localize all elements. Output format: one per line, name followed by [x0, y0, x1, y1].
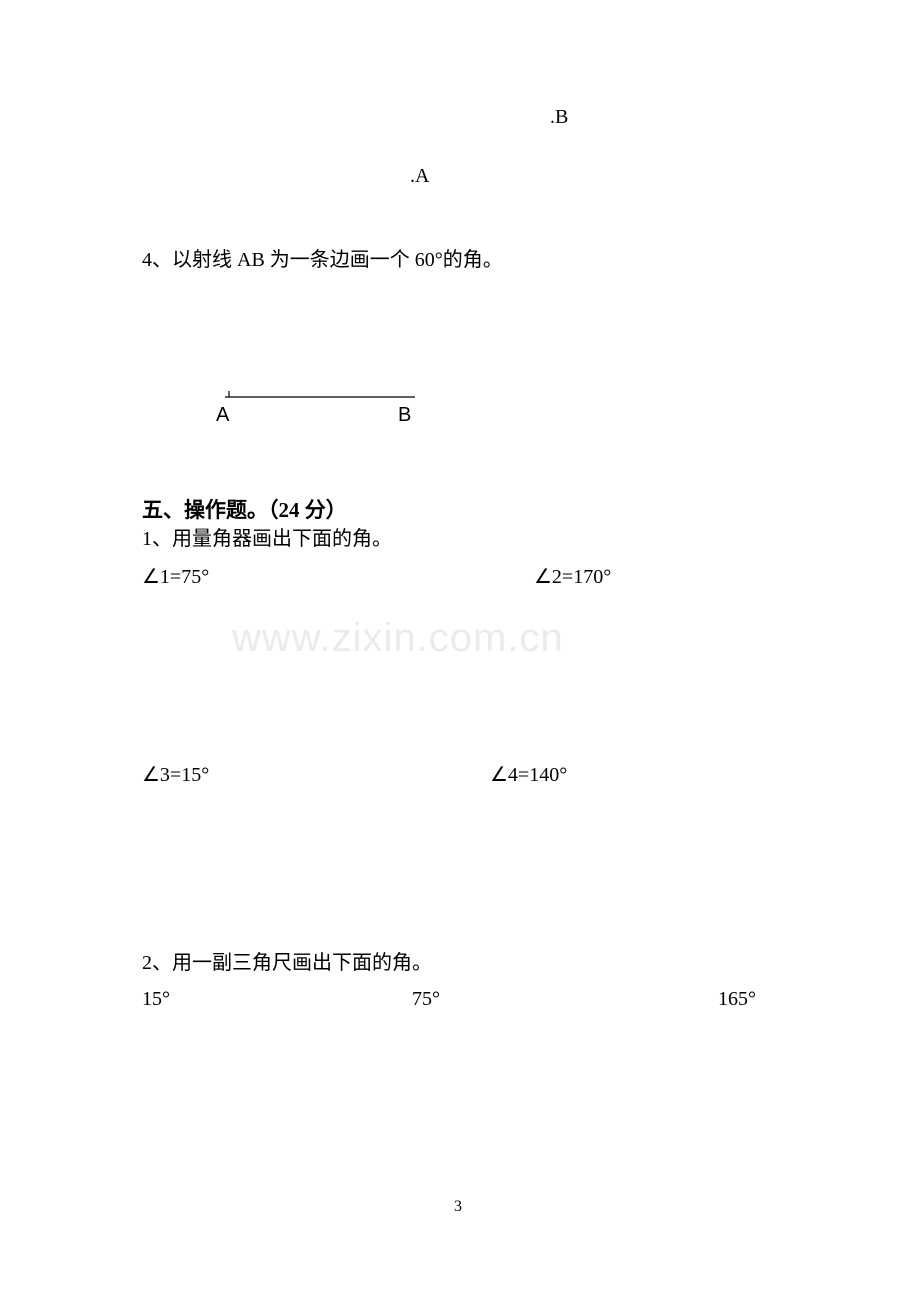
watermark-text: www.zixin.com.cn [232, 616, 564, 661]
page-number: 3 [454, 1198, 462, 1216]
point-a-label: .A [410, 165, 429, 188]
ray-ab-figure [225, 385, 425, 410]
ray-endpoint-b-label: B [398, 404, 411, 427]
point-b-label: .B [550, 106, 568, 129]
degree-15-label: 15° [142, 988, 170, 1011]
degree-165-label: 165° [718, 988, 756, 1011]
section-5-title: 五、操作题。（24 分） [142, 494, 347, 524]
question-4-text: 4、以射线 AB 为一条边画一个 60°的角。 [142, 243, 503, 272]
angle-3-label: ∠3=15° [142, 762, 209, 787]
angle-1-label: ∠1=75° [142, 564, 209, 589]
ray-endpoint-a-label: A [216, 404, 229, 427]
question-5-2-text: 2、用一副三角尺画出下面的角。 [142, 946, 432, 975]
angle-2-label: ∠2=170° [534, 564, 611, 589]
angle-4-label: ∠4=140° [490, 762, 567, 787]
question-5-1-text: 1、用量角器画出下面的角。 [142, 522, 392, 551]
degree-75-label: 75° [412, 988, 440, 1011]
